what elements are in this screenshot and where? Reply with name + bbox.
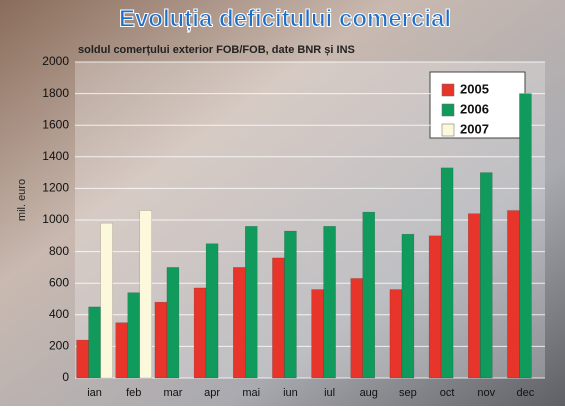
chart: Evoluția deficitului comercial soldul co… <box>0 0 565 406</box>
y-tick-label: 1400 <box>42 149 69 163</box>
chart-title: Evoluția deficitului comercial <box>119 5 451 32</box>
y-tick-label: 400 <box>49 307 69 321</box>
bar <box>140 211 152 378</box>
bar <box>128 293 140 378</box>
bar <box>233 267 245 378</box>
x-tick-label: ian <box>87 387 102 399</box>
chart-subtitle: soldul comerțului exterior FOB/FOB, date… <box>78 44 355 56</box>
bar <box>363 212 375 378</box>
y-tick-label: 600 <box>49 275 69 289</box>
x-tick-label: nov <box>477 387 495 399</box>
bar <box>167 267 179 378</box>
x-tick-label: dec <box>517 387 535 399</box>
y-tick-label: 1200 <box>42 181 69 195</box>
bar <box>312 290 324 378</box>
bar <box>480 173 492 378</box>
bar <box>324 226 336 378</box>
bar <box>468 214 480 378</box>
bar <box>77 340 89 378</box>
bar <box>206 244 218 378</box>
x-tick-label: sep <box>399 387 417 399</box>
y-axis-label: mil. euro <box>16 179 28 221</box>
y-tick-label: 1600 <box>42 117 69 131</box>
y-tick-label: 1000 <box>42 212 69 226</box>
bar <box>351 278 363 378</box>
bar <box>155 302 167 378</box>
y-tick-label: 800 <box>49 244 69 258</box>
bar <box>507 211 519 378</box>
bar <box>89 307 101 378</box>
bar <box>519 94 531 378</box>
bar <box>441 168 453 378</box>
legend-label: 2006 <box>460 101 489 116</box>
legend-swatch <box>442 84 454 96</box>
x-tick-label: iul <box>324 387 335 399</box>
x-tick-label: mar <box>163 387 182 399</box>
legend-swatch <box>442 124 454 136</box>
legend-label: 2007 <box>460 121 489 136</box>
x-tick-label: iun <box>283 387 298 399</box>
bar <box>245 226 257 378</box>
bar <box>429 236 441 378</box>
y-tick-label: 0 <box>62 370 69 384</box>
bar <box>116 323 128 378</box>
bar <box>194 288 206 378</box>
x-tick-label: aug <box>360 387 378 399</box>
legend-swatch <box>442 104 454 116</box>
x-tick-label: mai <box>242 387 260 399</box>
legend-label: 2005 <box>460 81 489 96</box>
x-tick-label: oct <box>440 387 455 399</box>
x-tick-label: apr <box>204 387 220 399</box>
bar <box>284 231 296 378</box>
y-tick-label: 2000 <box>42 54 69 68</box>
x-tick-label: feb <box>126 387 141 399</box>
bar <box>390 290 402 378</box>
y-tick-label: 1800 <box>42 86 69 100</box>
bar <box>272 258 284 378</box>
bar <box>101 223 113 378</box>
y-tick-label: 200 <box>49 339 69 353</box>
bar <box>402 234 414 378</box>
